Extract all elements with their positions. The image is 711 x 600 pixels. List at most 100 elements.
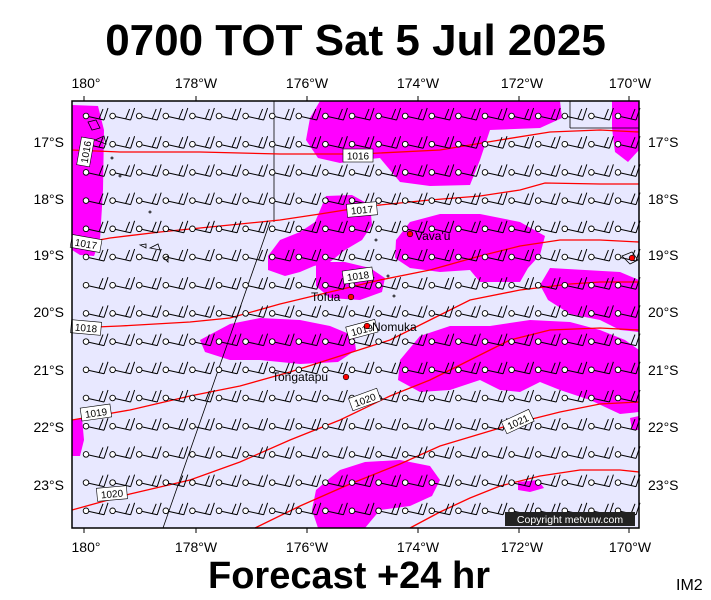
copyright-box: Copyright metvuw.com xyxy=(505,512,635,526)
wind-barb xyxy=(375,361,402,375)
wind-barb xyxy=(162,361,189,375)
wind-barb xyxy=(375,502,402,516)
wind-barb xyxy=(375,164,402,177)
wind-barb xyxy=(82,418,109,431)
wind-barb xyxy=(561,333,588,347)
wind-barb xyxy=(588,248,614,262)
forecast-label: Forecast +24 hr xyxy=(208,555,490,597)
wind-barb xyxy=(588,333,614,347)
wind-barb xyxy=(588,164,614,177)
wind-barb xyxy=(348,220,375,234)
wind-barb xyxy=(215,164,242,177)
wind-barb xyxy=(82,248,109,262)
wind-barb xyxy=(295,418,322,431)
wind-barb xyxy=(242,333,269,347)
isobar-label: 1018 xyxy=(341,266,375,285)
wind-barb xyxy=(348,361,375,375)
wind-barb xyxy=(215,333,242,347)
wind-barb xyxy=(135,474,162,488)
wind-barb xyxy=(189,107,215,121)
lon-label: 180° xyxy=(72,75,101,91)
wind-barb xyxy=(508,107,535,121)
isobar-label: 1017 xyxy=(69,234,103,253)
isobar-label-text: 1018 xyxy=(346,270,370,284)
wind-barb xyxy=(375,220,402,234)
wind-barb xyxy=(215,361,242,375)
wind-barb xyxy=(588,136,614,149)
wind-barb xyxy=(162,389,189,403)
island-outline xyxy=(163,255,169,263)
wind-barb xyxy=(295,107,322,121)
wind-barb xyxy=(508,248,535,262)
island-outline xyxy=(148,243,161,251)
wind-barb xyxy=(481,361,508,375)
wind-barb xyxy=(268,446,295,459)
place-label: Tongatapu xyxy=(272,370,328,384)
wind-barb xyxy=(561,418,588,431)
wind-barb xyxy=(375,248,402,262)
wind-barb xyxy=(455,192,481,206)
wind-barb xyxy=(481,389,508,403)
island-outline xyxy=(87,119,101,131)
lon-label: 170°W xyxy=(609,75,652,91)
wind-barb xyxy=(135,502,162,516)
wind-barb xyxy=(162,136,189,149)
wind-barb xyxy=(82,389,109,403)
lon-label: 178°W xyxy=(175,75,218,91)
isobar-label: 1020 xyxy=(96,485,128,502)
wind-barb xyxy=(295,277,322,290)
wind-barb xyxy=(375,305,402,318)
wind-barb xyxy=(189,136,215,149)
wind-barb xyxy=(588,277,614,290)
wind-barb xyxy=(82,502,109,516)
wind-barb xyxy=(109,446,136,459)
wind-barb xyxy=(455,136,481,149)
lat-label: 18°S xyxy=(33,191,64,207)
isobar-label: 1019 xyxy=(79,403,113,422)
wind-barb xyxy=(135,164,162,177)
wind-barb xyxy=(109,305,136,318)
wind-barb xyxy=(348,502,375,516)
isobar-1020 xyxy=(71,327,640,511)
wind-barb xyxy=(82,446,109,459)
wind-barb xyxy=(375,474,402,488)
wind-barb xyxy=(82,474,109,488)
wind-barb xyxy=(322,502,348,516)
wind-barb xyxy=(348,164,375,177)
place-marker-tofua xyxy=(347,293,355,301)
wind-barb xyxy=(242,305,269,318)
wind-barb xyxy=(215,446,242,459)
wind-barb xyxy=(242,164,269,177)
wind-barb xyxy=(322,361,348,375)
wind-barb xyxy=(322,248,348,262)
wind-barb xyxy=(401,418,428,431)
wind-barb xyxy=(215,474,242,488)
wind-barb xyxy=(348,305,375,318)
wind-barb xyxy=(481,164,508,177)
wind-barb xyxy=(322,389,348,403)
wind-barb xyxy=(375,192,402,206)
place-label: Nomuka xyxy=(372,320,417,334)
lon-label: 174°W xyxy=(397,75,440,91)
wind-barb xyxy=(561,474,588,488)
wind-barb xyxy=(375,418,402,431)
place-markers xyxy=(342,230,636,381)
island-dot xyxy=(110,156,114,160)
wind-barb xyxy=(242,389,269,403)
lat-label: 22°S xyxy=(33,419,64,435)
lon-label: 178°W xyxy=(175,539,218,555)
wind-barb xyxy=(534,192,561,206)
rain-area xyxy=(268,195,372,276)
wind-barb xyxy=(189,502,215,516)
wind-barb xyxy=(322,446,348,459)
wind-barb xyxy=(322,305,348,318)
place-label: Tofua xyxy=(311,290,341,304)
wind-barb xyxy=(322,418,348,431)
wind-barb xyxy=(428,418,455,431)
wind-barb xyxy=(242,107,269,121)
wind-barb xyxy=(401,107,428,121)
wind-barb xyxy=(162,502,189,516)
wind-barb xyxy=(508,164,535,177)
lat-label: 17°S xyxy=(33,134,64,150)
wind-barb xyxy=(561,136,588,149)
